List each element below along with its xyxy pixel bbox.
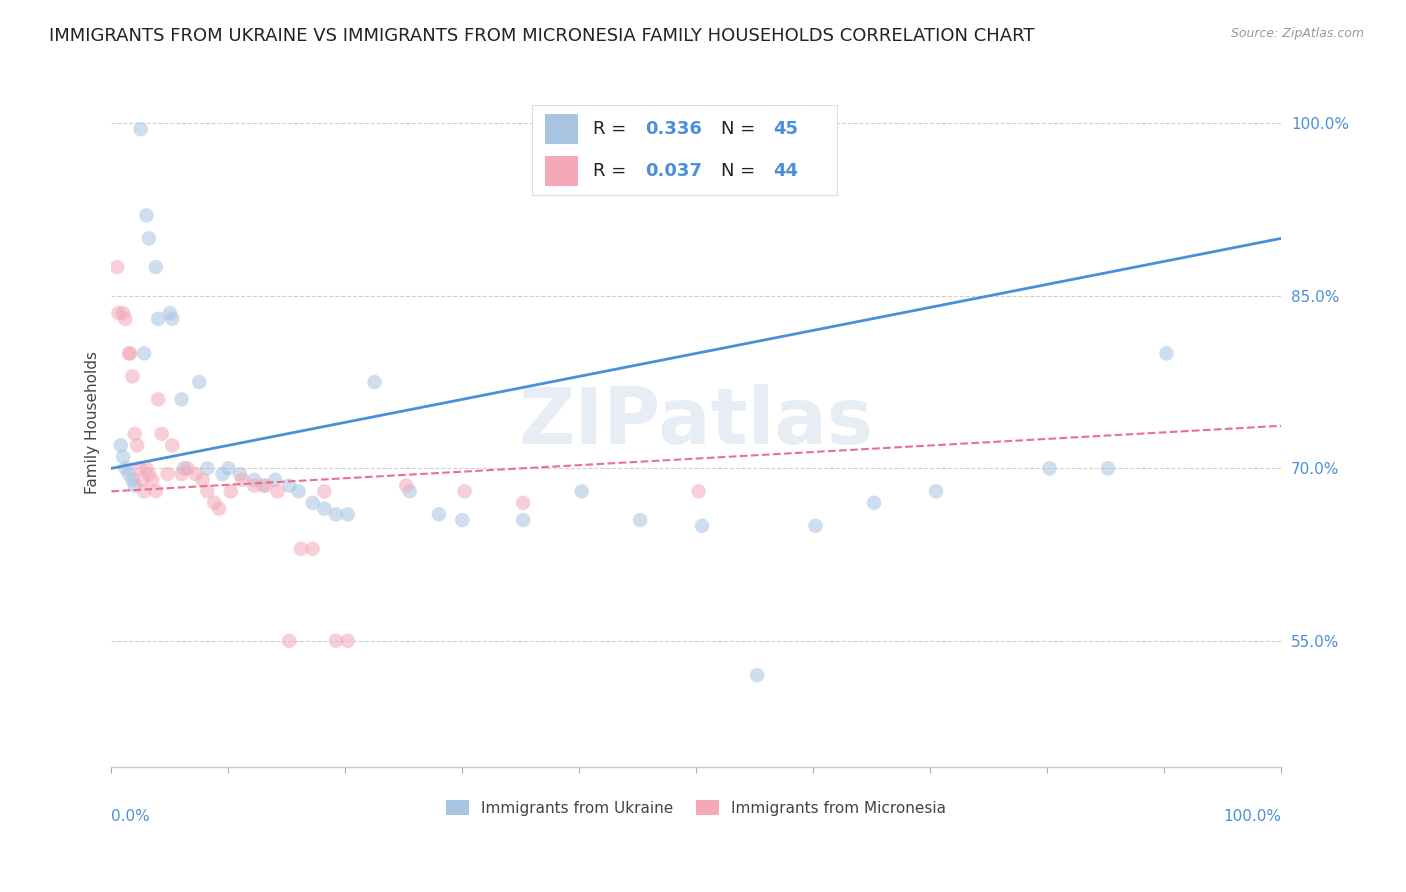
Point: [325, 508, 347, 522]
Point: [1156, 346, 1178, 360]
Point: [252, 478, 274, 492]
Point: [135, 461, 157, 475]
Point: [195, 484, 218, 499]
Point: [301, 541, 323, 556]
Point: [160, 438, 183, 452]
Point: [138, 467, 160, 481]
Point: [118, 467, 141, 481]
Point: [287, 484, 309, 499]
Point: [211, 467, 233, 481]
Point: [1097, 461, 1119, 475]
Point: [325, 633, 347, 648]
Point: [745, 668, 768, 682]
Point: [112, 306, 135, 320]
Point: [254, 478, 277, 492]
Point: [148, 311, 170, 326]
Point: [121, 369, 143, 384]
Point: [114, 311, 136, 326]
Point: [135, 208, 157, 222]
Point: [925, 484, 948, 499]
Legend: Immigrants from Ukraine, Immigrants from Micronesia: Immigrants from Ukraine, Immigrants from…: [440, 794, 953, 822]
Point: [184, 467, 207, 481]
Point: [398, 484, 420, 499]
Point: [176, 461, 198, 475]
Point: [160, 311, 183, 326]
Point: [278, 478, 301, 492]
Point: [202, 496, 225, 510]
Point: [150, 426, 173, 441]
Point: [571, 484, 593, 499]
Point: [134, 346, 156, 360]
Point: [124, 478, 146, 492]
Point: [105, 260, 128, 274]
Point: [127, 438, 149, 452]
Point: [264, 473, 287, 487]
Point: [243, 478, 266, 492]
Point: [512, 496, 534, 510]
Point: [395, 478, 418, 492]
Point: [336, 633, 359, 648]
Point: [195, 461, 218, 475]
Point: [121, 473, 143, 487]
Point: [863, 496, 886, 510]
Point: [278, 633, 301, 648]
Point: [363, 375, 385, 389]
Point: [145, 260, 167, 274]
Point: [208, 501, 231, 516]
Point: [131, 473, 153, 487]
Point: [231, 473, 253, 487]
Text: Source: ZipAtlas.com: Source: ZipAtlas.com: [1230, 27, 1364, 40]
Point: [690, 518, 713, 533]
Point: [129, 122, 152, 136]
Point: [229, 467, 252, 481]
Point: [290, 541, 312, 556]
Point: [124, 426, 146, 441]
Point: [170, 392, 193, 407]
Point: [336, 508, 359, 522]
Point: [301, 496, 323, 510]
Text: IMMIGRANTS FROM UKRAINE VS IMMIGRANTS FROM MICRONESIA FAMILY HOUSEHOLDS CORRELAT: IMMIGRANTS FROM UKRAINE VS IMMIGRANTS FR…: [49, 27, 1035, 45]
Point: [188, 375, 211, 389]
Point: [243, 473, 266, 487]
Point: [138, 231, 160, 245]
Point: [173, 461, 195, 475]
Point: [128, 461, 150, 475]
Point: [107, 306, 129, 320]
Point: [191, 473, 214, 487]
Point: [804, 518, 827, 533]
Point: [170, 467, 193, 481]
Point: [628, 513, 651, 527]
Point: [145, 484, 167, 499]
Point: [512, 513, 534, 527]
Point: [134, 484, 156, 499]
Text: 0.0%: 0.0%: [111, 809, 150, 823]
Point: [451, 513, 474, 527]
Point: [217, 461, 239, 475]
Point: [1038, 461, 1060, 475]
Point: [120, 346, 142, 360]
Point: [112, 450, 135, 464]
Point: [159, 306, 181, 320]
Point: [114, 461, 136, 475]
Point: [314, 484, 336, 499]
Point: [314, 501, 336, 516]
Point: [156, 467, 179, 481]
Point: [453, 484, 475, 499]
Point: [141, 473, 163, 487]
Text: ZIPatlas: ZIPatlas: [519, 384, 873, 460]
Point: [118, 346, 141, 360]
Point: [688, 484, 710, 499]
Point: [148, 392, 170, 407]
Y-axis label: Family Households: Family Households: [86, 351, 100, 494]
Point: [266, 484, 288, 499]
Text: 100.0%: 100.0%: [1223, 809, 1281, 823]
Point: [219, 484, 242, 499]
Point: [110, 438, 132, 452]
Point: [427, 508, 450, 522]
